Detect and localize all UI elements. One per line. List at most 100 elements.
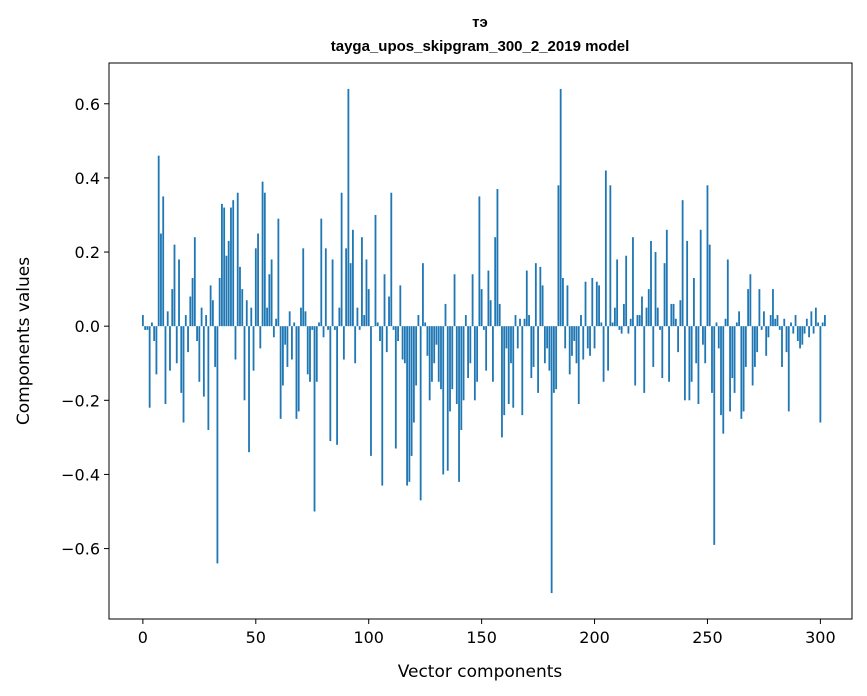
bar-43 <box>239 266 241 327</box>
bar-41 <box>234 326 237 360</box>
bar-131 <box>437 326 440 382</box>
bar-143 <box>464 315 467 327</box>
bar-116 <box>403 326 406 364</box>
bar-224 <box>647 289 650 327</box>
bar-121 <box>415 326 418 386</box>
bar-160 <box>503 326 506 416</box>
bar-46 <box>245 300 248 327</box>
bar-10 <box>164 326 167 405</box>
bar-229 <box>659 326 661 330</box>
bar-14 <box>173 244 176 327</box>
bar-254 <box>715 322 718 327</box>
bar-28 <box>205 315 208 327</box>
bar-284 <box>783 318 786 327</box>
bar-219 <box>636 315 639 327</box>
bar-39 <box>230 207 232 327</box>
bar-171 <box>528 315 530 327</box>
bar-276 <box>765 326 768 356</box>
bar-85 <box>333 326 336 330</box>
bar-37 <box>225 255 228 327</box>
bar-248 <box>702 326 704 345</box>
bar-108 <box>385 326 388 353</box>
bar-255 <box>717 326 720 349</box>
y-tick-label: −0.4 <box>61 465 100 484</box>
bar-125 <box>424 322 427 327</box>
bar-148 <box>476 326 479 382</box>
bar-184 <box>557 185 560 327</box>
bar-186 <box>562 277 564 327</box>
bar-0 <box>141 315 144 327</box>
bar-22 <box>191 277 194 327</box>
bar-100 <box>367 289 370 327</box>
bar-6 <box>155 326 158 375</box>
bar-64 <box>286 326 289 367</box>
bar-266 <box>742 326 745 412</box>
bar-241 <box>686 240 689 327</box>
bar-267 <box>744 326 747 367</box>
bar-88 <box>340 192 343 327</box>
bar-101 <box>370 326 372 456</box>
bar-66 <box>291 326 293 360</box>
bar-169 <box>523 318 526 327</box>
bar-163 <box>510 326 512 364</box>
bar-168 <box>521 326 524 416</box>
bar-220 <box>638 315 641 327</box>
bar-137 <box>451 326 454 390</box>
bar-190 <box>571 326 573 356</box>
x-tick-label: 200 <box>579 628 610 647</box>
bar-292 <box>801 326 804 345</box>
bar-302 <box>824 315 826 327</box>
bar-124 <box>422 263 424 327</box>
bar-217 <box>632 237 634 327</box>
bar-105 <box>379 326 381 341</box>
bar-65 <box>288 311 291 327</box>
bar-299 <box>817 322 820 327</box>
bar-86 <box>336 326 338 445</box>
bar-279 <box>772 289 774 327</box>
bar-155 <box>492 326 494 382</box>
bar-250 <box>706 185 709 327</box>
bar-173 <box>532 326 535 367</box>
bar-3 <box>148 326 151 408</box>
bar-196 <box>584 281 587 327</box>
bar-269 <box>749 274 752 327</box>
bar-16 <box>178 259 180 327</box>
bar-194 <box>580 315 582 327</box>
bar-231 <box>663 263 666 327</box>
bar-243 <box>690 326 693 382</box>
bar-149 <box>478 196 481 327</box>
bar-213 <box>623 303 625 327</box>
bar-232 <box>665 229 668 327</box>
bar-60 <box>277 218 280 327</box>
x-tick-label: 100 <box>353 628 384 647</box>
bar-183 <box>555 326 558 390</box>
bar-126 <box>426 326 429 356</box>
bar-8 <box>160 233 162 327</box>
bar-123 <box>419 326 422 501</box>
bar-209 <box>613 307 616 327</box>
bar-226 <box>652 326 655 367</box>
bar-75 <box>311 326 314 330</box>
bar-164 <box>512 326 515 408</box>
bar-140 <box>458 326 460 482</box>
bar-38 <box>227 240 230 327</box>
bar-215 <box>627 326 630 334</box>
bar-139 <box>455 326 458 405</box>
bar-45 <box>243 326 246 401</box>
bar-202 <box>598 285 600 327</box>
bar-204 <box>602 326 605 382</box>
y-tick-label: 0.4 <box>75 169 100 188</box>
bar-207 <box>609 185 612 327</box>
bar-102 <box>372 326 375 327</box>
bar-268 <box>747 289 750 327</box>
bar-275 <box>763 311 765 327</box>
bar-127 <box>428 326 431 401</box>
bar-58 <box>272 326 275 338</box>
bar-193 <box>577 326 580 405</box>
bar-197 <box>586 326 589 349</box>
bar-191 <box>573 326 576 341</box>
x-tick-label: 250 <box>692 628 723 647</box>
bar-278 <box>769 315 772 327</box>
y-tick-label: 0.2 <box>75 243 100 262</box>
bar-201 <box>595 281 598 327</box>
